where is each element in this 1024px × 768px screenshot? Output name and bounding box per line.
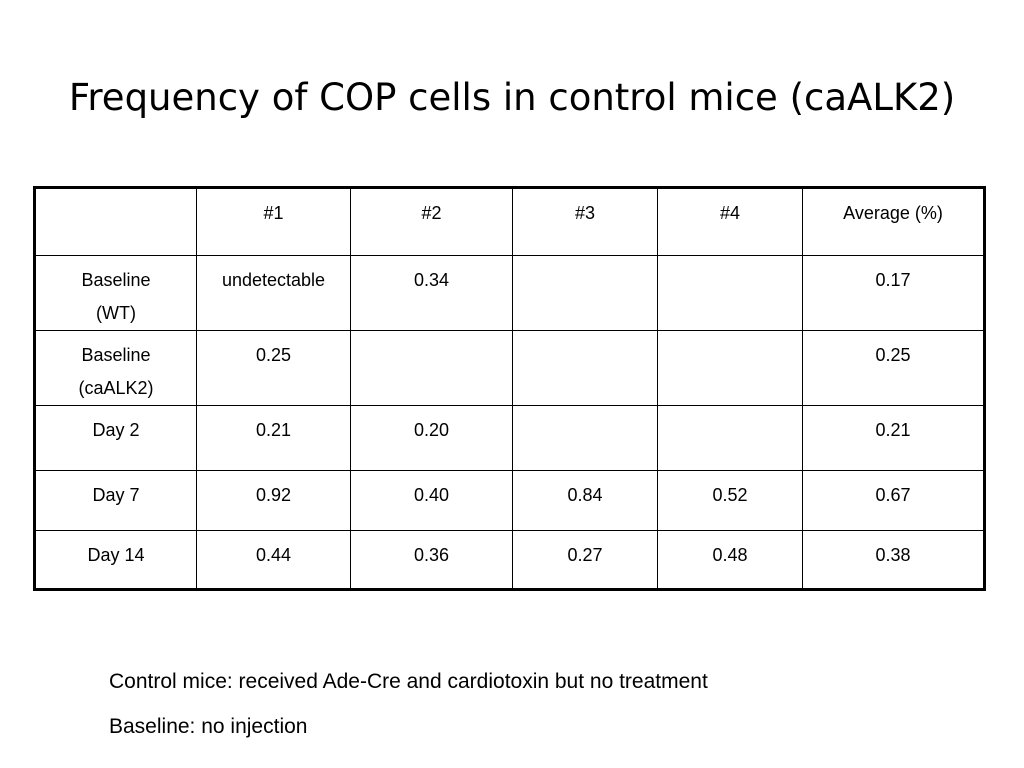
header-cell-1: #1: [196, 187, 351, 256]
slide-title: Frequency of COP cells in control mice (…: [68, 76, 956, 119]
table-cell: 0.52: [657, 470, 803, 531]
table-cell: 0.92: [196, 470, 351, 531]
table-cell: 0.67: [802, 470, 985, 531]
table-row: Day 14 0.44 0.36 0.27 0.48 0.38: [34, 530, 985, 590]
row-label-line1: Day 14: [87, 545, 145, 565]
row-label-line1: Baseline: [81, 345, 151, 365]
table-row: Day 2 0.21 0.20 0.21: [34, 405, 985, 471]
table-cell: 0.21: [802, 405, 985, 471]
table-row: Day 7 0.92 0.40 0.84 0.52 0.67: [34, 470, 985, 531]
row-label-line1: Baseline: [81, 270, 151, 290]
table-cell: 0.17: [802, 255, 985, 331]
table-cell: [512, 330, 658, 406]
table-cell: 0.27: [512, 530, 658, 590]
row-label: Baseline (caALK2): [34, 330, 197, 406]
table-cell: 0.44: [196, 530, 351, 590]
table-cell: 0.25: [802, 330, 985, 406]
table-cell: [657, 330, 803, 406]
row-label-line1: Day 2: [92, 420, 140, 440]
header-cell-2: #2: [350, 187, 513, 256]
table-row: Baseline (WT) undetectable 0.34 0.17: [34, 255, 985, 331]
table-cell: 0.84: [512, 470, 658, 531]
table-cell: undetectable: [196, 255, 351, 331]
row-label: Day 2: [34, 405, 197, 471]
table-cell: 0.36: [350, 530, 513, 590]
table-cell: 0.34: [350, 255, 513, 331]
table-cell: 0.38: [802, 530, 985, 590]
table-cell: 0.40: [350, 470, 513, 531]
table-cell: [657, 255, 803, 331]
header-cell-4: #4: [657, 187, 803, 256]
row-label-line1: Day 7: [92, 485, 140, 505]
row-label-line2: (caALK2): [78, 378, 154, 398]
footnote-control-mice: Control mice: received Ade-Cre and cardi…: [109, 670, 708, 693]
row-label: Day 7: [34, 470, 197, 531]
table-cell: [512, 255, 658, 331]
table-header-row: #1 #2 #3 #4 Average (%): [34, 187, 985, 256]
table-cell: 0.48: [657, 530, 803, 590]
header-cell-3: #3: [512, 187, 658, 256]
cop-frequency-table: #1 #2 #3 #4 Average (%) Baseline (WT) und…: [33, 186, 986, 591]
table-cell: [512, 405, 658, 471]
row-label: Baseline (WT): [34, 255, 197, 331]
table-cell: 0.25: [196, 330, 351, 406]
footnote-baseline: Baseline: no injection: [109, 715, 308, 738]
row-label: Day 14: [34, 530, 197, 590]
header-cell-average: Average (%): [802, 187, 985, 256]
table-cell: [350, 330, 513, 406]
table-row: Baseline (caALK2) 0.25 0.25: [34, 330, 985, 406]
table-cell: [657, 405, 803, 471]
table-cell: 0.21: [196, 405, 351, 471]
header-cell-empty: [34, 187, 197, 256]
table-cell: 0.20: [350, 405, 513, 471]
row-label-line2: (WT): [96, 303, 136, 323]
